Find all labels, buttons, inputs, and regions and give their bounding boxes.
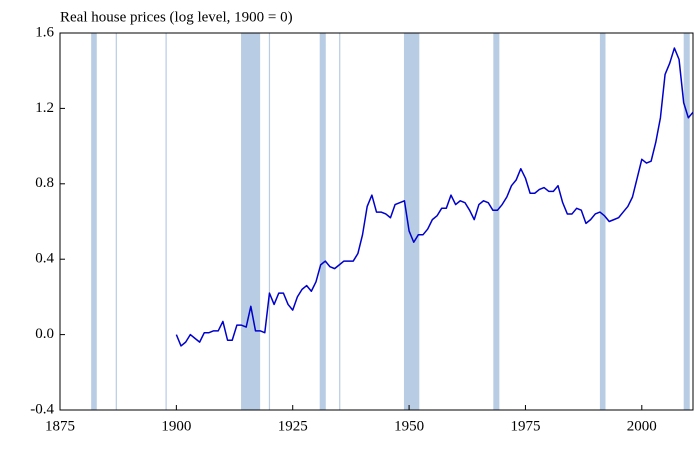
x-tick-label: 1925	[278, 418, 308, 434]
shaded-period	[319, 33, 326, 410]
shaded-period	[493, 33, 500, 410]
y-tick-label: 0.0	[35, 326, 54, 342]
data-line	[175, 47, 694, 347]
y-tick-label: 1.6	[35, 24, 54, 40]
shaded-period	[91, 33, 97, 410]
x-tick-label: 2000	[627, 418, 657, 434]
plot-frame	[59, 32, 694, 411]
shaded-period	[683, 33, 690, 410]
y-tick-label: 0.8	[35, 175, 54, 191]
shaded-period	[403, 33, 420, 410]
x-tick-label: 1975	[510, 418, 540, 434]
x-tick-label: 1950	[394, 418, 424, 434]
shaded-period	[241, 33, 261, 410]
y-tick-label: 0.4	[35, 251, 54, 267]
y-tick-label: -0.4	[30, 401, 54, 417]
y-tick-label: 1.2	[35, 100, 54, 116]
chart-title: Real house prices (log level, 1900 = 0)	[60, 9, 293, 25]
x-tick-label: 1900	[161, 418, 191, 434]
shaded-period	[599, 33, 606, 410]
x-tick-label: 1875	[45, 418, 75, 434]
